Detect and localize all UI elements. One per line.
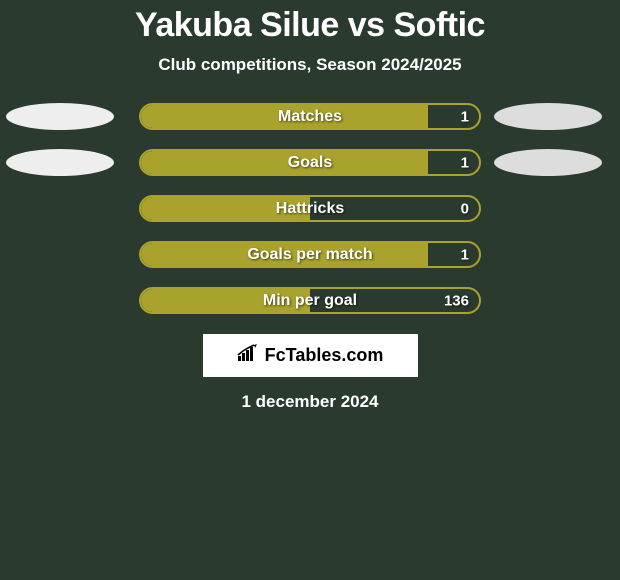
ellipse-left xyxy=(6,103,114,130)
stat-bar: Matches 1 xyxy=(139,103,481,130)
ellipse-right xyxy=(494,149,602,176)
stat-label: Hattricks xyxy=(276,200,344,218)
page-subtitle: Club competitions, Season 2024/2025 xyxy=(0,55,620,75)
stat-bar: Hattricks 0 xyxy=(139,195,481,222)
stat-value: 1 xyxy=(461,108,469,125)
stat-label: Min per goal xyxy=(263,292,357,310)
stat-label: Goals xyxy=(288,154,332,172)
stat-value: 1 xyxy=(461,246,469,263)
stat-bar: Min per goal 136 xyxy=(139,287,481,314)
ellipse-left xyxy=(6,149,114,176)
stat-value: 1 xyxy=(461,154,469,171)
stat-label: Goals per match xyxy=(247,246,372,264)
stat-bar: Goals 1 xyxy=(139,149,481,176)
page-date: 1 december 2024 xyxy=(0,392,620,412)
page-title: Yakuba Silue vs Softic xyxy=(0,0,620,45)
stat-row: Matches 1 xyxy=(0,103,620,130)
chart-icon xyxy=(237,344,259,367)
stat-row: Goals 1 xyxy=(0,149,620,176)
stat-value: 136 xyxy=(444,292,469,309)
stat-value: 0 xyxy=(461,200,469,217)
stat-bar-fill xyxy=(141,151,428,174)
stat-label: Matches xyxy=(278,108,342,126)
ellipse-right xyxy=(494,103,602,130)
stat-bar: Goals per match 1 xyxy=(139,241,481,268)
stat-row: Min per goal 136 xyxy=(0,287,620,314)
brand-label: FcTables.com xyxy=(265,345,384,366)
stat-row: Hattricks 0 xyxy=(0,195,620,222)
stat-row: Goals per match 1 xyxy=(0,241,620,268)
brand-box: FcTables.com xyxy=(203,334,418,377)
stat-rows: Matches 1 Goals 1 Hattricks 0 Goals per match 1… xyxy=(0,103,620,314)
